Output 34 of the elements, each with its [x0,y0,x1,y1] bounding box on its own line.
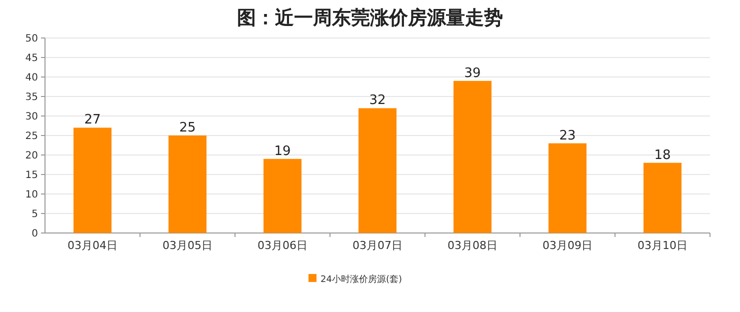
y-tick-label: 10 [25,190,38,200]
bar [548,143,586,233]
x-tick-label: 03月08日 [448,239,498,252]
bar [168,136,206,233]
data-label: 27 [84,112,101,128]
chart-title: 图：近一周东莞涨价房源量走势 [237,7,503,29]
bar [74,128,112,233]
data-label: 23 [559,128,576,144]
y-tick-label: 40 [25,72,38,84]
x-tick-label: 03月04日 [68,239,118,252]
x-tick-label: 03月07日 [352,239,402,252]
data-label: 32 [369,93,386,108]
data-label: 39 [464,66,481,81]
y-tick-label: 0 [32,228,38,240]
x-tick-label: 03月06日 [258,239,308,252]
data-label: 25 [179,120,196,136]
y-tick-label: 30 [25,112,38,122]
data-label: 19 [274,144,291,159]
y-tick-label: 15 [25,170,38,181]
bar [264,158,302,233]
bar [644,162,682,233]
y-tick-label: 45 [25,53,38,64]
x-tick-label: 03月05日 [162,239,212,252]
legend-label: 24小时涨价房源(套) [320,274,402,285]
y-tick-label: 5 [32,209,38,220]
y-tick-label: 50 [25,34,38,44]
bar [358,108,396,233]
data-label: 18 [654,148,671,163]
y-tick-label: 25 [25,131,38,142]
y-tick-label: 35 [25,92,38,103]
y-tick-label: 20 [25,150,38,162]
x-tick-label: 03月10日 [638,239,688,252]
x-tick-label: 03月09日 [542,239,592,252]
bar [454,80,492,233]
